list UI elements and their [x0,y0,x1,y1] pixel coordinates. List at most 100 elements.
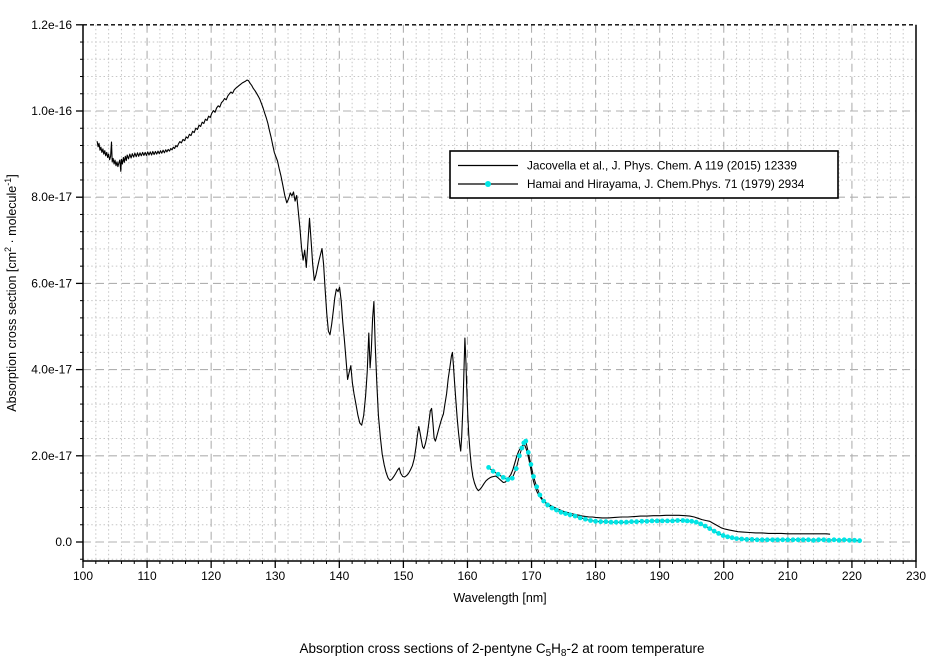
curve-hamai-marker [806,537,811,543]
curve-hamai-marker [567,512,573,518]
x-tick-label: 230 [906,569,926,583]
curve-hamai-marker [707,526,713,531]
curve-hamai-marker [588,518,593,523]
y-tick-label: 6.0e-17 [31,276,72,290]
curve-hamai-marker [841,537,847,543]
curve-hamai-marker [549,505,555,511]
plot-border [82,24,917,562]
curve-hamai-marker [852,537,857,543]
figure-caption: Absorption cross sections of 2-pentyne C… [299,641,704,659]
y-axis-title: Absorption cross section [cm2 · molecule… [3,174,19,411]
curve-hamai-marker [603,519,609,525]
curve-hamai-marker [534,484,540,490]
curve-hamai-marker [734,536,739,541]
x-tick-label: 210 [778,569,798,583]
y-tick-label: 2.0e-17 [31,449,72,463]
curve-hamai-marker [826,537,832,543]
curve-hamai-marker [811,537,816,543]
curve-hamai-marker [523,438,529,444]
curve-hamai-marker [541,498,547,504]
curve-hamai-marker [624,519,629,525]
curve-hamai-marker [831,537,837,543]
curve-hamai-marker [720,533,726,538]
legend-label-hamai: Hamai and Hirayama, J. Chem.Phys. 71 (19… [527,177,805,191]
curve-hamai-marker [545,502,550,508]
gridlines [83,24,916,561]
x-tick-label: 180 [586,569,606,583]
curve-hamai-marker [531,474,536,479]
legend-marker-hamai-dot [485,181,491,187]
curve-hamai-marker [675,518,680,523]
curve-hamai-marker [795,537,801,543]
legend-label-jacovella: Jacovella et al., J. Phys. Chem. A 119 (… [527,159,797,173]
curve-hamai-marker [754,537,760,543]
curve-hamai-marker [689,518,695,524]
curve-hamai-marker [558,509,564,515]
curve-hamai-marker [770,537,775,543]
x-tick-label: 120 [201,569,221,583]
curve-hamai-marker [654,518,660,524]
curve-hamai-marker [785,537,791,543]
curve-hamai-marker [684,518,690,524]
curve-hamai-marker [618,519,624,525]
x-tick-label: 150 [393,569,413,583]
x-tick-label: 200 [714,569,734,583]
curve-hamai-marker [775,537,780,543]
plot-frame [82,24,917,562]
caption-sub5: 5 [546,648,552,659]
x-tick-label: 140 [329,569,349,583]
curve-hamai-marker [790,537,796,543]
x-tick-label: 100 [73,569,93,583]
x-tick-label: 160 [457,569,477,583]
curve-hamai-marker [698,521,704,527]
curve-hamai-marker [572,513,578,519]
x-tick-label: 220 [842,569,862,583]
curve-hamai-marker [711,528,717,534]
curve-hamai-marker [563,511,568,516]
curve-hamai-marker [739,536,745,542]
curve-hamai-marker [554,507,559,513]
curve-hamai-marker [680,518,686,523]
x-tick-label: 190 [650,569,670,583]
curve-hamai-marker [659,518,665,524]
x-tick-label: 110 [138,569,157,583]
y-axis-title-mid: · molecule [5,186,19,247]
curve-hamai-marker [716,531,721,536]
curve-hamai-marker [634,519,639,525]
curve-hamai-marker [495,471,501,477]
curve-jacovella [96,79,831,535]
curve-hamai-marker [847,537,852,543]
y-axis-title-pre: Absorption cross section [cm [5,252,19,412]
curve-hamai-marker [780,537,786,543]
y-axis-title-supm1: -1 [3,178,13,186]
y-tick-label: 0.0 [55,535,72,549]
y-tick-label: 1.0e-16 [31,104,72,118]
caption-mid: H [551,641,561,656]
curve-hamai-marker [857,538,862,544]
curve-hamai-marker [649,518,655,524]
axis-ticks [76,24,917,568]
y-axis-title-post: ] [5,174,19,177]
curve-hamai-marker [702,523,708,529]
curve-hamai-marker [519,445,525,451]
caption-sub8: 8 [561,648,567,659]
curve-hamai-marker [749,537,755,542]
curve-hamai-marker [644,518,650,524]
curve-hamai-marker [528,462,534,467]
curve-hamai-marker [500,475,506,480]
curve-hamai-marker [525,450,531,455]
curve-hamai-marker [593,518,598,524]
series-curves [96,79,862,544]
curve-hamai-marker [613,519,619,525]
legend-box [449,150,839,199]
curve-hamai-marker [759,537,765,543]
curve-hamai-marker [670,518,675,524]
curve-hamai-marker [490,468,496,474]
y-tick-label: 8.0e-17 [31,190,72,204]
curve-hamai-marker [744,537,750,542]
curve-hamai-marker [836,537,842,543]
curve-hamai-marker [764,537,770,543]
curve-hamai-marker [509,475,515,481]
legend: Jacovella et al., J. Phys. Chem. A 119 (… [449,150,839,199]
